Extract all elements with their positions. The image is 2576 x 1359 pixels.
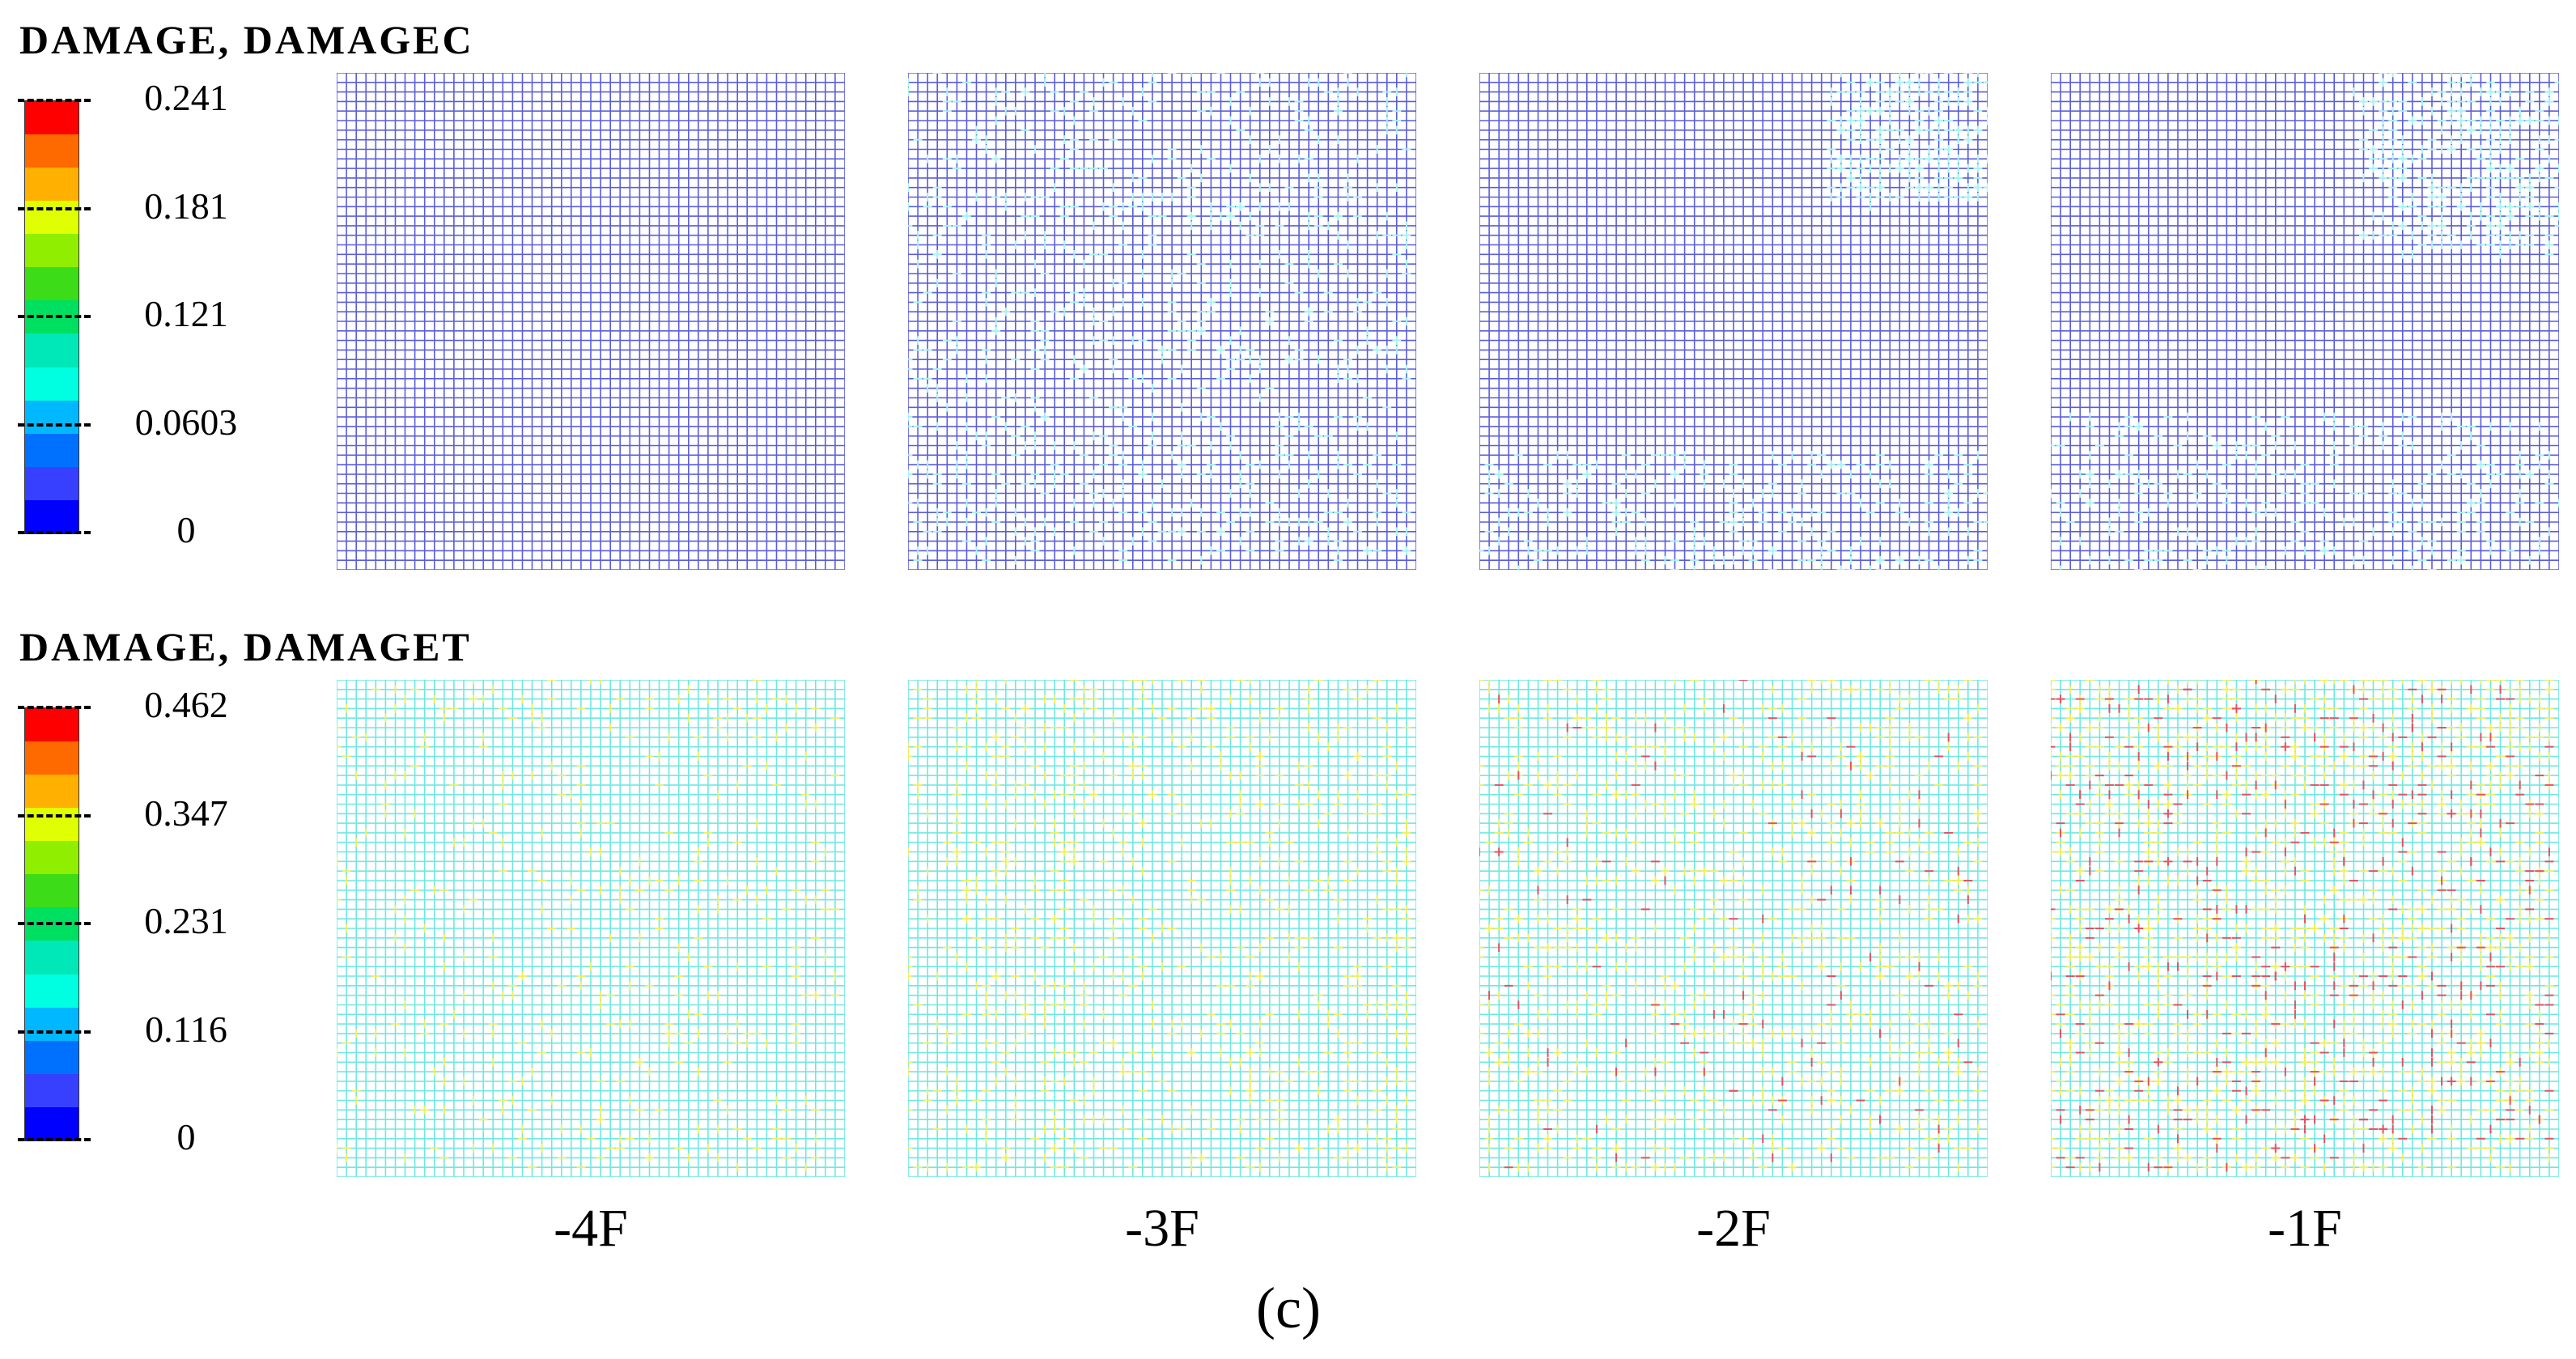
top-legend-swatch — [25, 168, 79, 202]
top-legend-tick-label: 0.241 — [144, 77, 228, 118]
top-legend-tick — [18, 531, 91, 534]
bottom-color-legend — [24, 707, 79, 1141]
bottom-legend-tick-label: 0.231 — [144, 900, 228, 941]
panel-damagec-3f — [903, 68, 1417, 571]
top-legend-swatch — [25, 101, 79, 135]
bottom-legend-swatch — [25, 775, 79, 809]
top-legend-swatch — [25, 466, 79, 500]
top-legend-tick-label: 0 — [176, 509, 196, 550]
top-legend-swatch — [25, 267, 79, 301]
top-legend-tick — [18, 99, 91, 102]
panel-damagec-4f — [336, 72, 846, 571]
bottom-legend-swatch — [25, 974, 79, 1008]
top-legend-tick — [18, 206, 91, 210]
bottom-legend-swatch — [25, 741, 79, 775]
top-legend-tick-label: 0.121 — [144, 293, 228, 334]
top-legend-swatch — [25, 333, 79, 367]
panel-damaget-3f — [903, 675, 1417, 1178]
top-legend-tick — [18, 423, 91, 427]
panel-damaget-1f — [2046, 675, 2560, 1178]
bottom-legend-swatch — [25, 1040, 79, 1074]
top-legend-tick-label: 0.181 — [144, 185, 228, 227]
top-legend-tick-label: 0.0603 — [134, 401, 238, 443]
bottom-legend-tick — [18, 813, 91, 818]
bottom-legend-tick-label: 0.462 — [144, 684, 228, 725]
bottom-section-title: DAMAGE, DAMAGET — [19, 624, 472, 669]
bottom-legend-tick-label: 0 — [176, 1116, 196, 1157]
bottom-legend-tick-label: 0.347 — [144, 792, 228, 834]
top-legend-swatch — [25, 201, 79, 235]
bottom-legend-swatch — [25, 1106, 79, 1140]
top-color-legend — [24, 100, 79, 534]
top-legend-swatch — [25, 367, 79, 401]
top-legend-swatch — [25, 234, 79, 268]
bottom-legend-tick-label: 0.116 — [145, 1008, 227, 1050]
panel-damagec-2f — [1475, 68, 1992, 575]
top-legend-swatch — [25, 134, 79, 168]
bottom-legend-swatch — [25, 941, 79, 975]
panel-damaget-4f — [332, 675, 846, 1178]
top-legend-swatch — [25, 400, 79, 434]
bottom-legend-tick — [18, 1030, 91, 1034]
bottom-legend-swatch — [25, 1073, 79, 1107]
bottom-legend-swatch — [25, 808, 79, 842]
top-legend-swatch — [25, 499, 79, 533]
panel-damagec-1f — [2046, 68, 2564, 575]
top-legend-swatch — [25, 433, 79, 467]
bottom-legend-tick — [18, 1138, 91, 1141]
panel-damaget-2f — [1475, 675, 1988, 1178]
top-legend-tick — [18, 315, 91, 318]
top-section-title: DAMAGE, DAMAGEC — [19, 17, 474, 62]
bottom-legend-tick — [18, 922, 91, 925]
bottom-legend-swatch — [25, 1007, 79, 1041]
bottom-legend-swatch — [25, 841, 79, 875]
bottom-legend-swatch — [25, 874, 79, 908]
bottom-legend-tick — [18, 706, 91, 709]
bottom-legend-swatch — [25, 708, 79, 742]
